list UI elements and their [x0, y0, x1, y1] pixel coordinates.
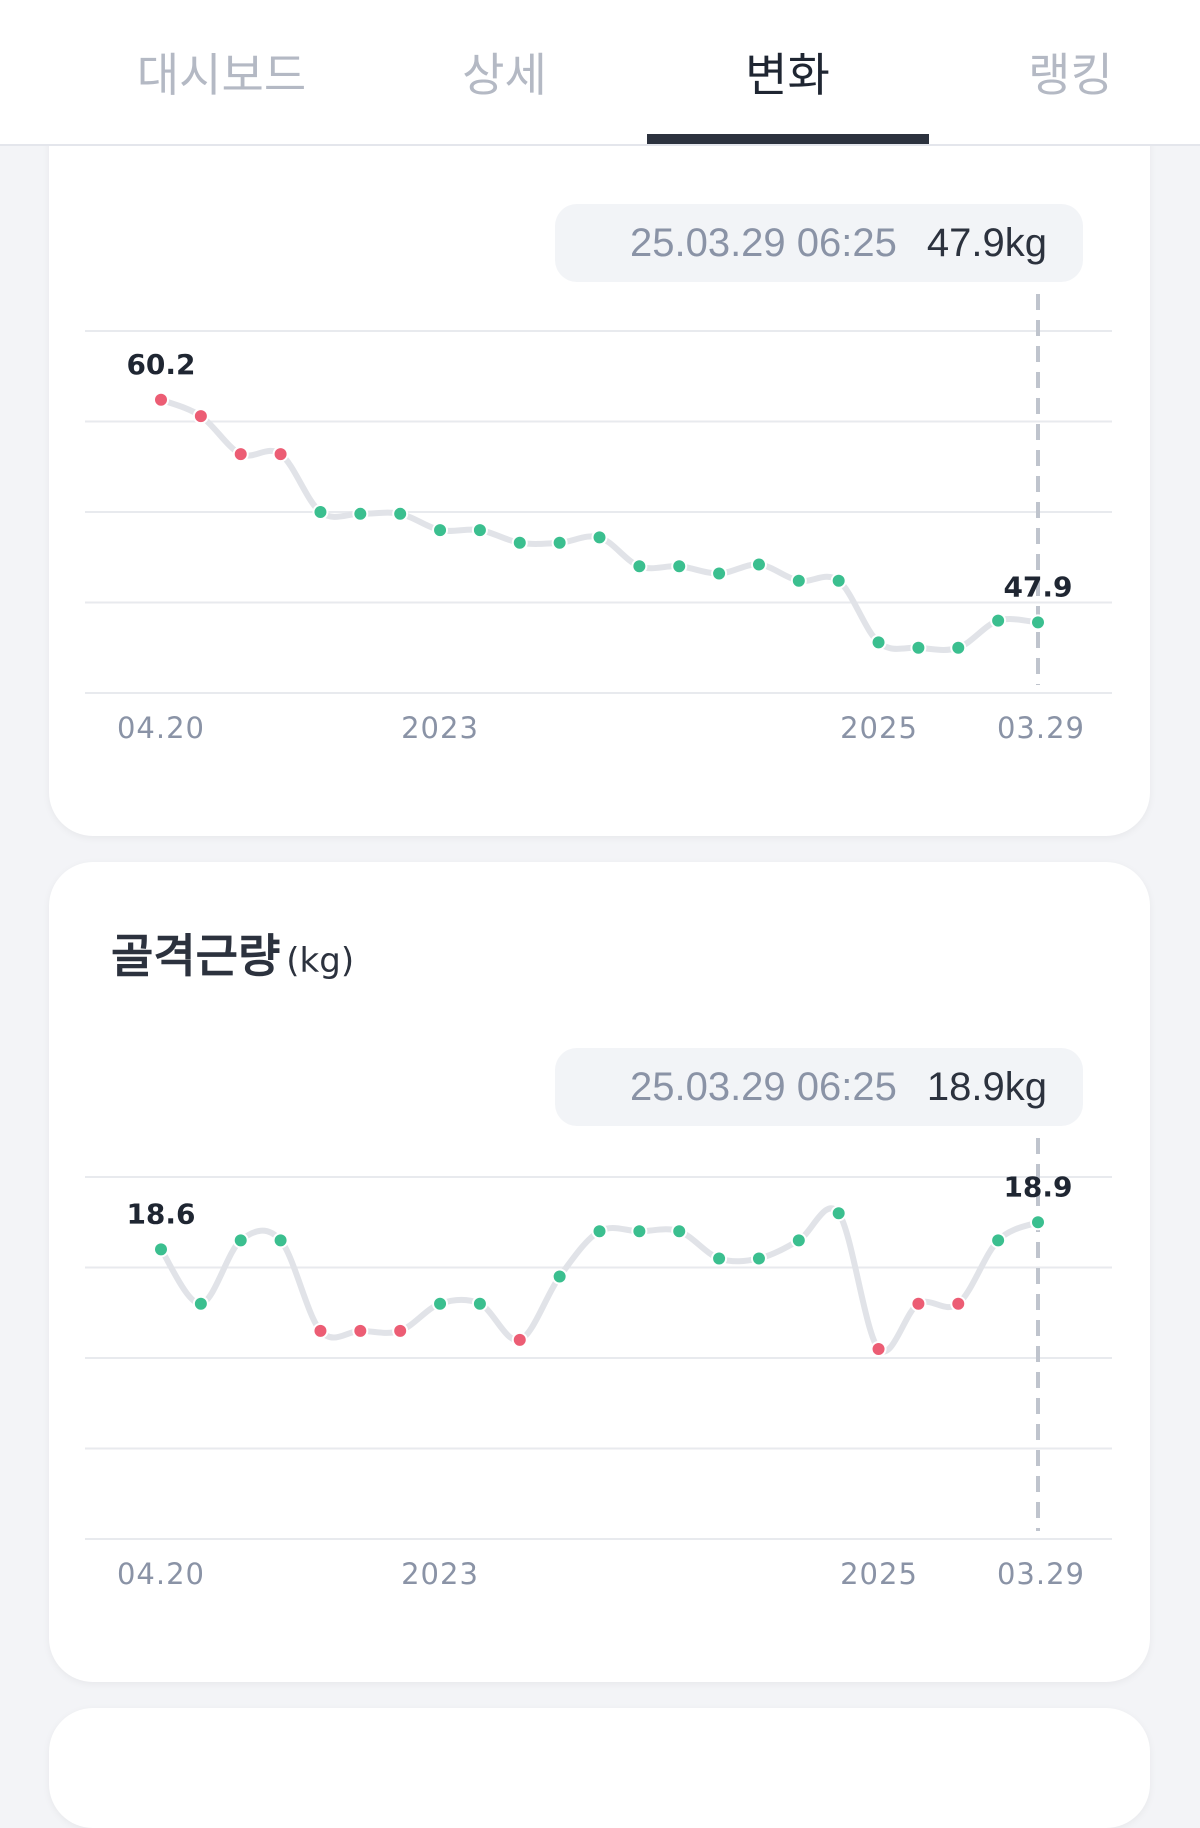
x-tick-label: 04.20 — [117, 711, 205, 745]
x-tick-label: 03.29 — [997, 711, 1085, 745]
data-point — [312, 1322, 329, 1339]
data-point — [511, 534, 528, 551]
data-point — [471, 1295, 488, 1312]
data-point — [232, 446, 249, 463]
data-point — [990, 1232, 1007, 1249]
data-point — [153, 1241, 169, 1258]
card-title-unit: (kg) — [286, 941, 355, 981]
chart-tooltip: 25.03.29 06:25 47.9kg — [555, 204, 1083, 282]
data-point — [950, 1295, 967, 1312]
data-point — [551, 534, 568, 551]
data-point — [790, 572, 807, 589]
data-point — [352, 505, 369, 522]
tooltip-date: 25.03.29 06:25 — [629, 220, 897, 265]
data-point — [830, 1205, 847, 1222]
card-title: 골격근량 (kg) — [111, 920, 354, 986]
data-point — [591, 1223, 608, 1240]
data-point — [432, 1295, 449, 1312]
data-point — [1030, 614, 1046, 631]
data-point — [471, 522, 488, 539]
tooltip-value: 18.9kg — [926, 1064, 1047, 1109]
first-value-label: 18.6 — [126, 1197, 195, 1230]
data-point — [750, 1250, 767, 1267]
tooltip-value: 47.9kg — [926, 220, 1047, 265]
data-point — [312, 504, 329, 520]
data-point — [750, 556, 767, 573]
skeletal-muscle-chart-card: 골격근량 (kg) 25.03.29 06:25 18.9kg 18.6 18.9 0… — [49, 862, 1150, 1682]
data-point — [631, 558, 648, 575]
data-point — [392, 1322, 409, 1339]
tab-detail[interactable]: 상세 — [462, 48, 547, 102]
x-tick-label: 04.20 — [117, 1557, 205, 1591]
first-value-label: 60.2 — [126, 348, 195, 381]
series-line — [158, 396, 1041, 653]
x-tick-label: 2025 — [840, 1557, 918, 1591]
data-point — [870, 1340, 887, 1357]
data-point — [192, 408, 209, 425]
data-point — [830, 572, 847, 589]
data-point — [192, 1295, 209, 1312]
tab-bar: 대시보드 상세 변화 랭킹 — [0, 0, 1200, 146]
data-point — [153, 391, 169, 408]
data-point — [671, 1223, 688, 1240]
data-point — [511, 1331, 528, 1348]
tab-change[interactable]: 변화 — [745, 48, 830, 102]
x-tick-label: 2023 — [401, 711, 479, 745]
data-point — [591, 529, 608, 546]
tab-ranking[interactable]: 랭킹 — [1028, 48, 1113, 102]
data-point — [392, 505, 409, 522]
chart-tooltip: 25.03.29 06:25 18.9kg — [555, 1048, 1083, 1126]
data-point — [910, 639, 927, 656]
x-tick-label: 2023 — [401, 1557, 479, 1591]
active-tab-indicator — [647, 134, 929, 144]
tooltip-date: 25.03.29 06:25 — [629, 1064, 897, 1109]
last-value-label: 47.9 — [1003, 570, 1072, 603]
last-value-label: 18.9 — [1003, 1170, 1072, 1203]
data-point — [551, 1268, 568, 1285]
data-point — [352, 1322, 369, 1339]
data-point — [272, 1232, 289, 1249]
data-point — [671, 558, 688, 575]
x-tick-label: 2025 — [840, 711, 918, 745]
data-point — [990, 612, 1007, 629]
data-point — [631, 1223, 648, 1240]
weight-chart-card: 25.03.29 06:25 47.9kg 60.2 47.9 04.20 2023 2… — [49, 100, 1150, 836]
data-point — [870, 634, 887, 651]
data-point — [272, 446, 289, 463]
data-point — [1030, 1214, 1046, 1231]
data-point — [711, 565, 728, 582]
data-point — [790, 1232, 807, 1249]
data-point — [711, 1250, 728, 1267]
data-point — [950, 639, 967, 656]
skeletal-muscle-line-chart[interactable]: 18.6 18.9 04.20 2023 2025 03.29 — [49, 862, 1150, 1682]
x-tick-label: 03.29 — [997, 1557, 1085, 1591]
next-chart-card — [49, 1708, 1150, 1828]
data-point — [432, 522, 449, 539]
data-point — [910, 1295, 927, 1312]
weight-line-chart[interactable]: 60.2 47.9 04.20 2023 2025 03.29 — [49, 100, 1150, 836]
tab-dashboard[interactable]: 대시보드 — [136, 48, 307, 102]
card-title-text: 골격근량 — [111, 929, 281, 983]
data-point — [232, 1232, 249, 1249]
